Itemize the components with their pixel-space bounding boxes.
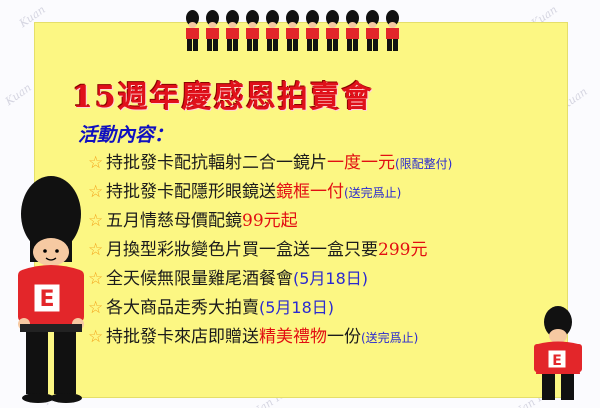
list-item: ☆ 各大商品走秀大拍賣 (5月18日) [88,298,335,318]
mini-guard-icon [366,10,379,51]
guard-row [183,10,402,52]
guard-letter: E [552,353,562,369]
star-icon: ☆ [88,153,104,173]
yellow-panel [34,22,568,398]
list-item: ☆ 持批發卡來店即贈送 精美禮物 一份 (送完爲止) [88,327,419,347]
star-icon: ☆ [88,298,104,318]
royal-guard-small-illustration: E [534,306,582,400]
mini-guard-icon [186,10,199,51]
list-item: ☆ 月換型彩妝變色片買一盒送一盒只要 299元 [88,240,428,260]
star-icon: ☆ [88,211,104,231]
mini-guard-icon [326,10,339,51]
mini-guard-icon [266,10,279,51]
mini-guard-icon [346,10,359,51]
activity-list: ☆ 持批發卡配抗輻射二合一鏡片 一度一元 (限配整付) ☆ 持批發卡配隱形眼鏡送… [88,148,452,351]
mini-guard-icon [306,10,319,51]
royal-guard-illustration: E [18,176,84,403]
list-item: ☆ 五月情慈母價配鏡 99元起 [88,211,298,231]
mini-guard-icon [386,10,399,51]
page-title: 15週年慶感恩拍賣會 [72,80,374,115]
star-icon: ☆ [88,327,104,347]
activity-heading: 活動內容： [78,124,174,146]
guard-letter: E [39,287,54,312]
star-icon: ☆ [88,182,104,202]
star-icon: ☆ [88,240,104,260]
list-item: ☆ 持批發卡配抗輻射二合一鏡片 一度一元 (限配整付) [88,153,453,173]
list-item: ☆ 持批發卡配隱形眼鏡送 鏡框一付 (送完爲止) [88,182,402,202]
list-item: ☆ 全天候無限量雞尾酒餐會 (5月18日) [88,269,369,289]
star-icon: ☆ [88,269,104,289]
mini-guard-icon [206,10,219,51]
mini-guard-icon [246,10,259,51]
mini-guard-icon [286,10,299,51]
watermark: Kuan [2,80,34,109]
mini-guard-icon [226,10,239,51]
